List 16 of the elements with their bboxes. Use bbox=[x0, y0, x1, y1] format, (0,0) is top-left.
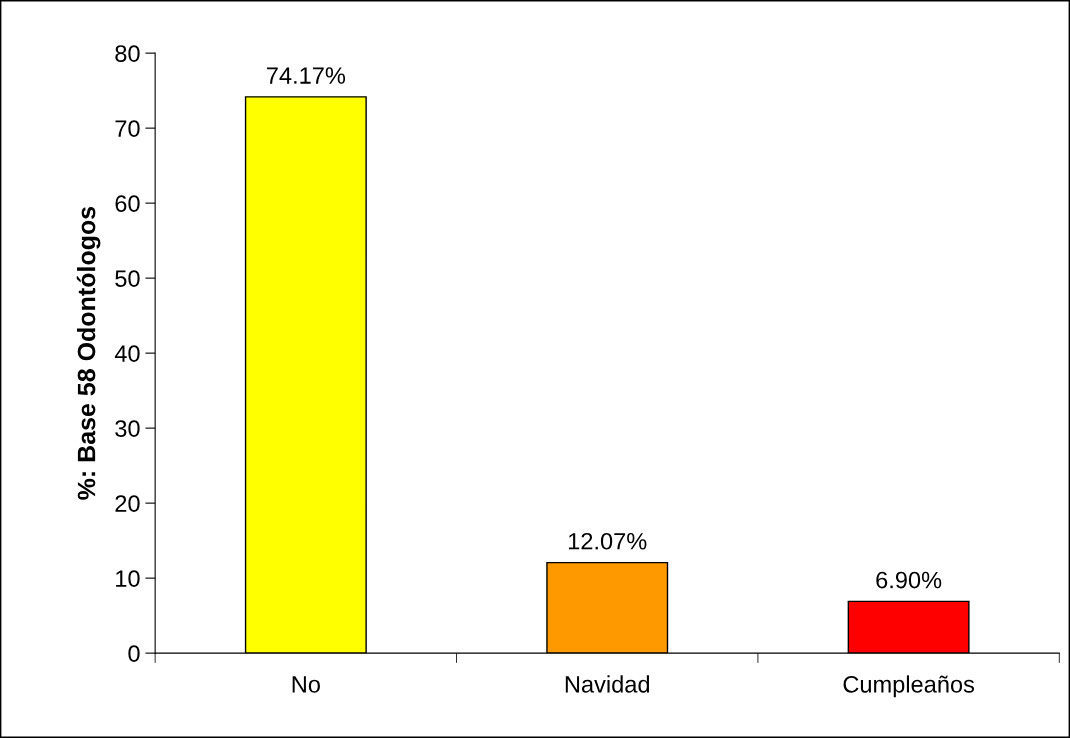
data-label: 74.17% bbox=[267, 67, 346, 84]
y-axis-title: %: Base 58 Odontólogos bbox=[76, 206, 101, 500]
y-tick-label: 40 bbox=[114, 345, 140, 362]
x-tick-label: Cumpleaños bbox=[843, 675, 975, 698]
y-tick-label: 10 bbox=[116, 570, 140, 587]
y-tick-label: 0 bbox=[128, 645, 140, 662]
x-tick-label: No bbox=[292, 676, 320, 693]
y-tick-label: 50 bbox=[115, 270, 140, 287]
y-tick-label: 80 bbox=[115, 45, 140, 62]
y-tick-label: 60 bbox=[115, 195, 140, 212]
data-label: 6.90% bbox=[876, 571, 942, 589]
data-label: 12.07% bbox=[568, 532, 647, 550]
y-tick-label: 70 bbox=[115, 120, 140, 137]
y-tick-label: 20 bbox=[115, 495, 140, 512]
x-tick-label: Navidad bbox=[565, 675, 650, 693]
y-tick-label: 30 bbox=[115, 420, 140, 437]
